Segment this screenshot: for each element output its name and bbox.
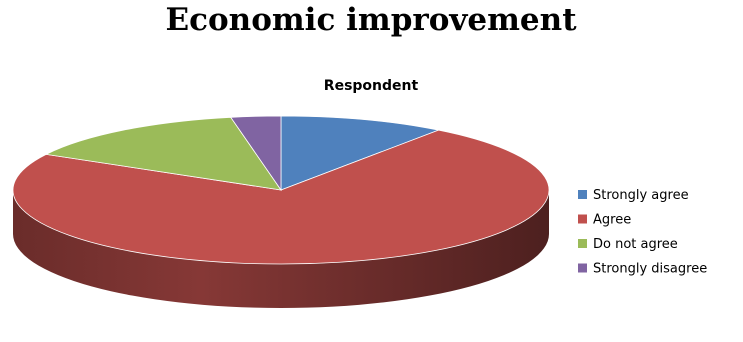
legend-label-strongly-disagree: Strongly disagree <box>593 262 707 277</box>
legend-swatch-strongly-agree <box>578 190 587 199</box>
pie-group <box>12 115 550 308</box>
legend-label-do-not-agree: Do not agree <box>593 237 678 252</box>
legend-label-strongly-agree: Strongly agree <box>593 188 689 203</box>
legend-label-agree: Agree <box>593 213 631 228</box>
legend: Strongly agree Agree Do not agree Strongly … <box>578 188 707 277</box>
chart-title: Economic improvement <box>165 2 577 38</box>
pie-slice-agree <box>12 129 550 265</box>
chart-subtitle: Respondent <box>324 78 419 94</box>
legend-swatch-agree <box>578 214 587 224</box>
pie-slice-do-not-agree <box>44 116 282 191</box>
legend-swatch-do-not-agree <box>578 239 587 248</box>
pie-slice-strongly-disagree <box>230 115 282 192</box>
pie-slice-strongly-agree <box>280 115 440 191</box>
legend-swatch-strongly-disagree <box>578 263 587 273</box>
pie-side-agree <box>13 190 549 308</box>
